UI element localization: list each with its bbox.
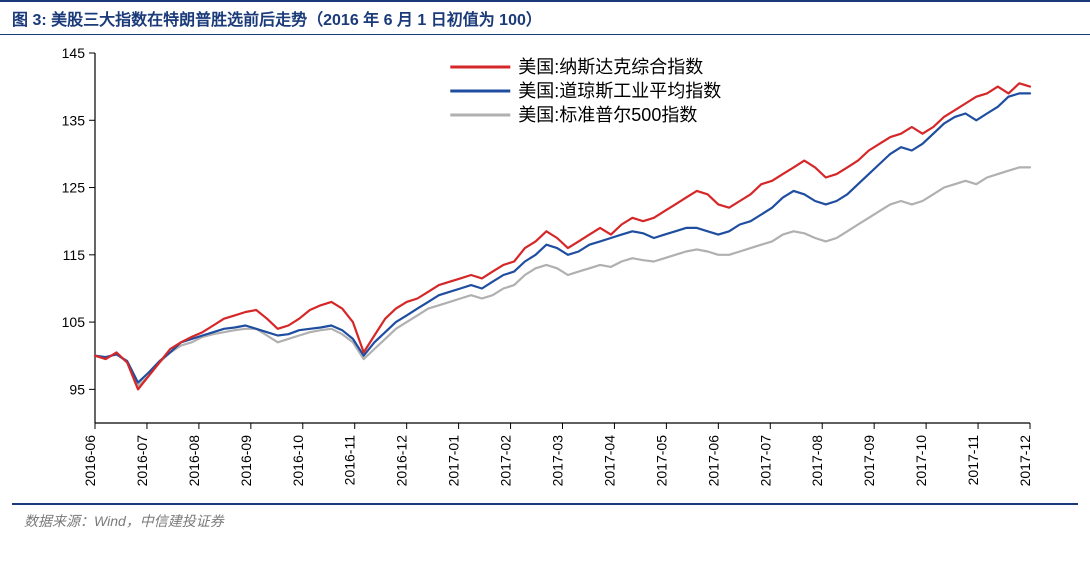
svg-text:2016-06: 2016-06 (82, 435, 98, 487)
svg-text:2017-12: 2017-12 (1017, 435, 1033, 487)
svg-text:2017-02: 2017-02 (498, 435, 514, 487)
svg-text:2017-01: 2017-01 (446, 435, 462, 487)
svg-text:2016-08: 2016-08 (186, 435, 202, 487)
svg-text:145: 145 (62, 45, 86, 61)
svg-text:美国:纳斯达克综合指数: 美国:纳斯达克综合指数 (518, 57, 703, 77)
svg-text:2017-04: 2017-04 (601, 435, 617, 487)
chart-plot: 95 105 115 125 135 145 2016-06 2016-07 2016-08 20… (40, 43, 1050, 503)
svg-text:2016-12: 2016-12 (394, 435, 410, 487)
svg-text:2017-11: 2017-11 (965, 435, 981, 486)
svg-text:2017-09: 2017-09 (861, 435, 877, 487)
chart-source: 数据来源：Wind，中信建投证券 (12, 503, 1078, 537)
svg-text:美国:道琼斯工业平均指数: 美国:道琼斯工业平均指数 (518, 81, 721, 101)
svg-text:美国:标准普尔500指数: 美国:标准普尔500指数 (518, 105, 697, 125)
svg-text:2016-09: 2016-09 (238, 435, 254, 487)
svg-text:2017-08: 2017-08 (809, 435, 825, 487)
svg-text:2017-07: 2017-07 (757, 435, 773, 487)
svg-text:2017-05: 2017-05 (653, 435, 669, 487)
svg-text:115: 115 (63, 247, 86, 263)
chart-title: 图 3: 美股三大指数在特朗普胜选前后走势（2016 年 6 月 1 日初值为 … (0, 0, 1090, 35)
svg-text:2017-03: 2017-03 (550, 435, 566, 487)
svg-text:2017-06: 2017-06 (705, 435, 721, 487)
svg-text:95: 95 (69, 381, 85, 397)
svg-text:2016-11: 2016-11 (342, 435, 358, 486)
svg-text:105: 105 (62, 314, 86, 330)
svg-text:125: 125 (62, 180, 86, 196)
svg-text:2016-10: 2016-10 (290, 435, 306, 487)
svg-text:2017-10: 2017-10 (913, 435, 929, 487)
svg-text:2016-07: 2016-07 (134, 435, 150, 487)
svg-text:135: 135 (62, 112, 86, 128)
